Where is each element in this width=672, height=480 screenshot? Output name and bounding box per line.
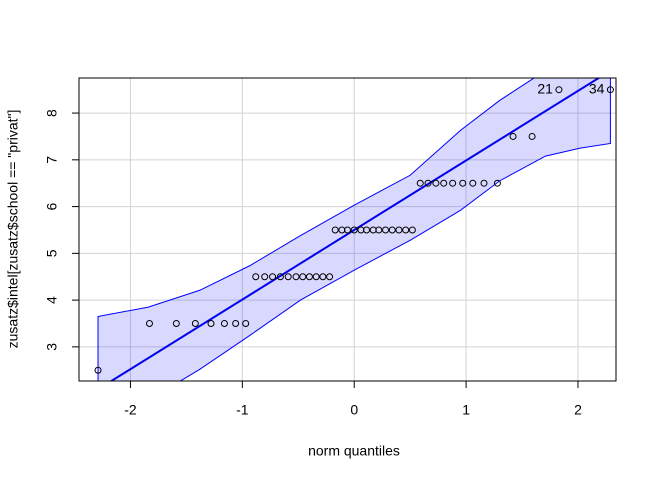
data-point bbox=[326, 273, 334, 281]
y-tick-label: 6 bbox=[44, 202, 60, 210]
data-point bbox=[344, 226, 351, 234]
plot-area bbox=[94, 78, 614, 381]
data-point bbox=[382, 226, 390, 234]
data-point bbox=[232, 319, 240, 327]
data-point bbox=[252, 273, 260, 281]
data-point bbox=[395, 226, 403, 234]
data-point bbox=[350, 226, 358, 234]
data-point bbox=[493, 179, 501, 187]
y-tick-label: 5 bbox=[44, 249, 60, 257]
data-point bbox=[402, 226, 410, 234]
data-point bbox=[363, 226, 371, 234]
data-point bbox=[305, 273, 313, 281]
data-point bbox=[449, 179, 457, 187]
data-point bbox=[261, 273, 269, 281]
x-tick-label: 2 bbox=[574, 402, 582, 418]
x-tick-label: 0 bbox=[350, 402, 358, 418]
data-point bbox=[459, 179, 467, 187]
point-label: 34 bbox=[589, 80, 605, 96]
y-tick-label: 7 bbox=[44, 156, 60, 164]
data-point bbox=[284, 273, 292, 281]
data-point bbox=[319, 273, 327, 281]
point-label: 21 bbox=[537, 80, 553, 96]
data-point bbox=[276, 273, 284, 281]
data-point bbox=[528, 132, 536, 140]
y-tick-label: 4 bbox=[44, 296, 60, 304]
plot-border bbox=[78, 77, 617, 382]
data-point bbox=[331, 226, 339, 234]
data-point bbox=[416, 179, 424, 187]
data-point bbox=[242, 319, 250, 327]
y-tick-label: 8 bbox=[44, 109, 60, 117]
x-tick-label: -2 bbox=[124, 402, 137, 418]
x-axis-label: norm quantiles bbox=[308, 443, 400, 459]
data-point bbox=[469, 179, 477, 187]
data-point bbox=[220, 319, 228, 327]
data-point bbox=[480, 179, 488, 187]
y-axis-label: zusatz$intel[zusatz$school == "privat"] bbox=[5, 110, 21, 349]
data-point bbox=[388, 226, 396, 234]
data-point bbox=[555, 86, 563, 94]
data-point bbox=[299, 273, 307, 281]
x-tick-label: -1 bbox=[236, 402, 249, 418]
data-point bbox=[172, 319, 180, 327]
y-tick-label: 3 bbox=[44, 343, 60, 351]
data-point bbox=[375, 226, 383, 234]
data-point bbox=[94, 366, 102, 374]
data-point bbox=[509, 132, 517, 140]
data-point bbox=[424, 179, 432, 187]
data-point bbox=[440, 179, 448, 187]
data-point bbox=[408, 226, 416, 234]
x-tick-label: 1 bbox=[462, 402, 470, 418]
data-point bbox=[145, 319, 153, 327]
data-point bbox=[191, 319, 199, 327]
fit-line bbox=[109, 78, 601, 381]
data-point bbox=[207, 319, 215, 327]
data-point bbox=[312, 273, 320, 281]
data-point bbox=[269, 273, 277, 281]
data-point bbox=[432, 179, 440, 187]
data-point bbox=[606, 86, 614, 94]
data-point bbox=[292, 273, 300, 281]
